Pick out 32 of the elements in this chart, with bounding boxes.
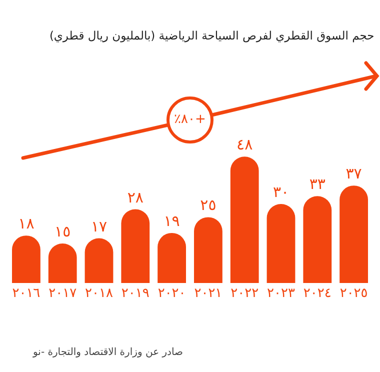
x-tick-label: ٢٠٢١ (194, 286, 222, 301)
x-tick-label: ٢٠١٧ (48, 286, 77, 301)
data-label: ٣٧ (346, 164, 362, 183)
text: صادر عن وزارة الاقتصاد والتجارة -نو (32, 347, 184, 358)
x-tick-label: ٢٠٢٢ (230, 286, 259, 301)
bar (194, 217, 222, 283)
x-tick-label: ٢٠٢٣ (267, 286, 295, 301)
bar (12, 236, 40, 283)
bar (266, 204, 296, 283)
data-label: ٣٠ (272, 183, 290, 202)
text: ٪٨٠+ (174, 112, 206, 127)
bar (340, 186, 368, 283)
data-label: ١٥ (54, 222, 71, 241)
data-label: ٣٣ (309, 175, 326, 194)
x-tick-label: ٢٠٢٠ (158, 286, 186, 301)
data-label: ١٧ (90, 217, 108, 236)
x-tick-label: ٢٠١٨ (85, 286, 113, 301)
bar (303, 196, 332, 283)
x-tick-label: ٢٠٢٥ (340, 286, 368, 301)
data-label: ١٨ (18, 214, 34, 233)
bar (84, 238, 114, 283)
x-tick-label: ٢٠٢٤ (303, 286, 332, 301)
bar (121, 209, 150, 283)
x-tick-label: ٢٠١٩ (121, 286, 150, 301)
data-label: ٢٨ (127, 188, 144, 206)
x-tick-label: ٢٠١٦ (12, 286, 40, 301)
bar (158, 232, 186, 283)
data-label: ٤٨ (236, 136, 253, 154)
bar (230, 156, 259, 283)
data-label: ٢٥ (200, 196, 216, 214)
chart-title: حجم السوق القطري لفرص السياحة الرياضية (بالمليون ريال قطري) (49, 28, 374, 42)
data-label: ١٩ (164, 212, 180, 230)
